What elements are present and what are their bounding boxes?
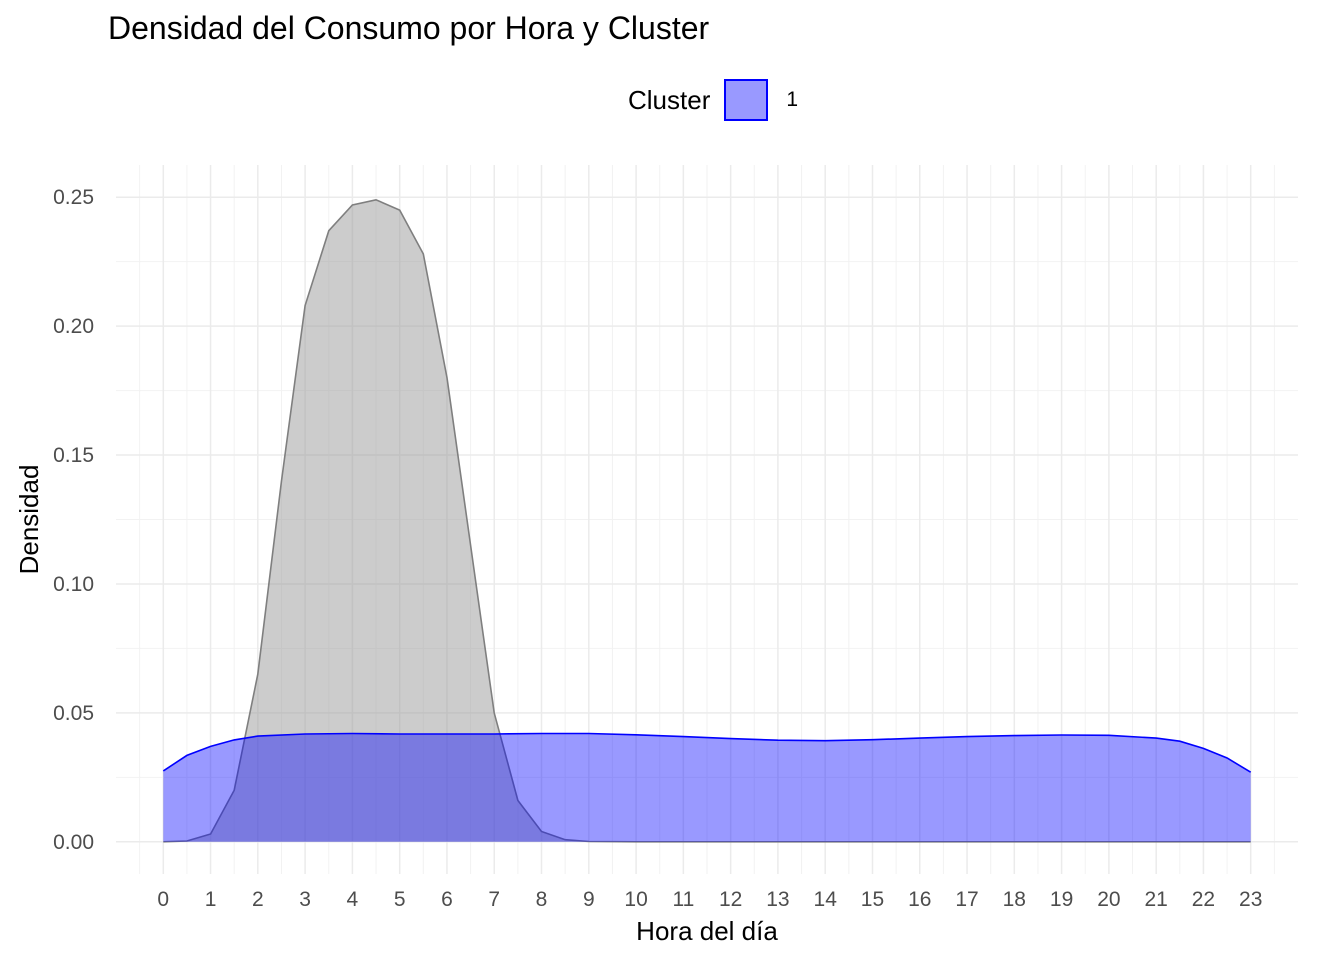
- x-tick-label: 13: [766, 888, 789, 911]
- x-tick-labels: 0 1 2 3 4 5 6 7 8 9 10 11 12 13 14 15 16 17 18 19 20 21 22 23: [157, 888, 1262, 911]
- legend: Cluster 1: [628, 78, 798, 122]
- x-tick-label: 9: [583, 888, 595, 911]
- y-tick-label: 0.20: [53, 315, 94, 338]
- x-tick-label: 22: [1192, 888, 1215, 911]
- x-tick-label: 10: [624, 888, 647, 911]
- x-tick-label: 17: [955, 888, 978, 911]
- legend-entry-label: 1: [786, 88, 799, 111]
- x-tick-label: 8: [536, 888, 548, 911]
- density-curve-0: [163, 198, 1251, 843]
- x-tick-label: 15: [861, 888, 884, 911]
- x-tick-label: 1: [205, 888, 217, 911]
- x-tick-label: 18: [1003, 888, 1026, 911]
- x-tick-label: 2: [252, 888, 264, 911]
- x-tick-label: 14: [814, 888, 838, 911]
- x-tick-label: 11: [672, 888, 694, 911]
- x-axis-title: Hora del día: [636, 916, 778, 946]
- density-curve-1: [162, 732, 1252, 773]
- y-tick-label: 0.10: [53, 573, 94, 596]
- y-tick-label: 0.05: [53, 702, 94, 725]
- x-tick-label: 0: [157, 888, 169, 911]
- x-tick-label: 7: [488, 888, 500, 911]
- x-tick-label: 12: [719, 888, 742, 911]
- density-areas: [162, 198, 1252, 843]
- x-tick-label: 3: [299, 888, 311, 911]
- legend-key-swatch: [724, 79, 769, 121]
- x-tick-label: 16: [908, 888, 931, 911]
- x-tick-label: 5: [394, 888, 406, 911]
- chart-title: Densidad del Consumo por Hora y Cluster: [108, 10, 710, 46]
- x-tick-label: 6: [441, 888, 453, 911]
- density-area-fill-0: [163, 199, 1251, 842]
- y-tick-labels: 0.00 0.05 0.10 0.15 0.20 0.25: [53, 186, 94, 854]
- legend-title: Cluster: [628, 84, 711, 115]
- x-tick-label: 23: [1239, 888, 1262, 911]
- x-tick-label: 19: [1050, 888, 1073, 911]
- x-tick-label: 20: [1097, 888, 1120, 911]
- y-tick-label: 0.00: [53, 831, 94, 854]
- density-area-fill-1: [163, 733, 1251, 842]
- y-tick-label: 0.15: [53, 444, 94, 467]
- y-tick-label: 0.25: [53, 186, 94, 209]
- x-tick-label: 4: [347, 888, 359, 911]
- y-axis-title: Densidad: [14, 465, 44, 575]
- x-tick-label: 21: [1144, 888, 1167, 911]
